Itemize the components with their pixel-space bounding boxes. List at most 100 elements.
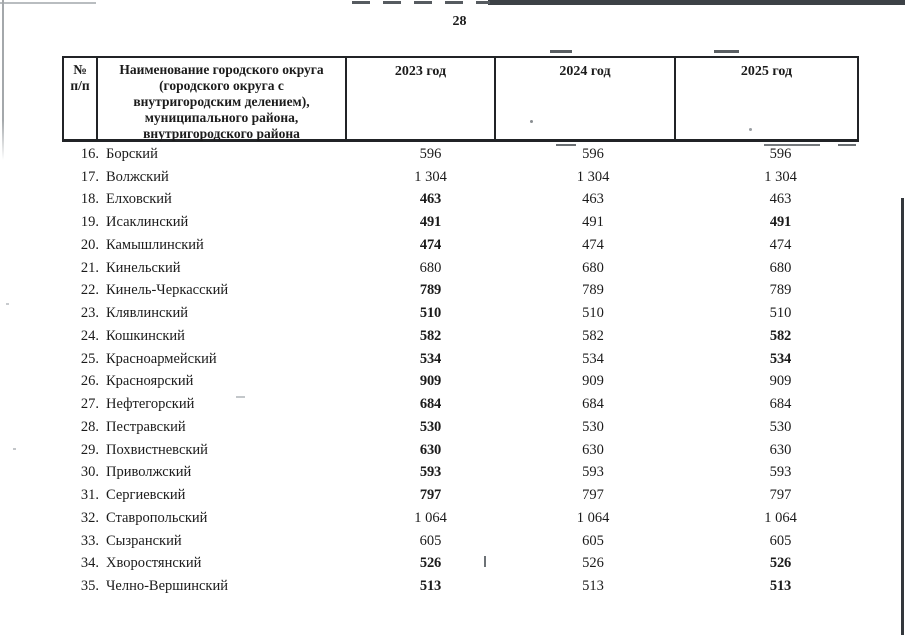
value-2024: 582	[582, 327, 604, 344]
table-row: 17. Волжский 1 304 1 304 1 304	[62, 166, 859, 189]
district-name: Нефтегорский	[106, 396, 195, 413]
district-name: Сызранский	[106, 532, 182, 549]
value-2023: 789	[419, 282, 442, 299]
value-2023: 1 064	[414, 509, 447, 526]
row-number: 25.	[80, 350, 99, 367]
value-2024: 530	[582, 418, 604, 435]
value-2024: 491	[582, 214, 604, 231]
table-header-row: № п/п Наименование городского округа (го…	[62, 56, 859, 142]
value-2024: 680	[582, 259, 604, 276]
row-number: 26.	[80, 373, 99, 390]
row-number: 20.	[80, 236, 99, 253]
district-name: Волжский	[106, 168, 169, 185]
value-2024: 596	[582, 145, 604, 162]
value-2024: 684	[582, 396, 604, 413]
page-number: 28	[452, 14, 467, 29]
value-2025: 513	[769, 578, 792, 595]
scan-edge-top-dashes	[352, 1, 490, 4]
row-number: 17.	[80, 168, 99, 185]
table-row: 31. Сергиевский 797 797 797	[62, 484, 859, 507]
value-2023: 684	[419, 396, 442, 413]
value-2023: 605	[419, 532, 442, 549]
value-2025: 630	[769, 441, 792, 458]
value-2025: 596	[769, 145, 792, 162]
value-2025: 680	[769, 259, 792, 276]
row-number: 35.	[80, 578, 99, 595]
value-2025: 909	[769, 373, 792, 390]
data-table: № п/п Наименование городского округа (го…	[62, 56, 859, 598]
value-2025: 789	[769, 282, 792, 299]
scan-edge-top-left	[0, 2, 96, 4]
value-2024: 526	[582, 555, 604, 572]
district-name: Исаклинский	[106, 214, 189, 231]
value-2023: 1 304	[414, 168, 447, 185]
value-2025: 510	[769, 305, 792, 322]
value-2025: 593	[769, 464, 792, 481]
table-row: 29. Похвистневский 630 630 630	[62, 439, 859, 462]
value-2025: 491	[769, 214, 792, 231]
value-2023: 797	[419, 487, 442, 504]
value-2023: 582	[419, 327, 442, 344]
column-header-2023: 2023 год	[347, 58, 496, 142]
table-row: 24. Кошкинский 582 582 582	[62, 325, 859, 348]
value-2024: 630	[582, 441, 604, 458]
value-2025: 1 064	[764, 509, 797, 526]
value-2024: 474	[582, 236, 604, 253]
value-2023: 593	[419, 464, 442, 481]
value-2024: 534	[582, 350, 604, 367]
value-2025: 526	[769, 555, 792, 572]
row-number: 34.	[80, 555, 99, 572]
district-name: Борский	[106, 145, 158, 162]
value-2023: 510	[419, 305, 442, 322]
value-2025: 1 304	[764, 168, 797, 185]
value-2024: 605	[582, 532, 604, 549]
table-row: 28. Пестравский 530 530 530	[62, 416, 859, 439]
value-2024: 593	[582, 464, 604, 481]
row-number: 28.	[80, 418, 99, 435]
scan-edge-right	[901, 198, 904, 635]
table-row: 19. Исаклинский 491 491 491	[62, 211, 859, 234]
district-name: Похвистневский	[106, 441, 208, 458]
table-row: 35. Челно-Вершинский 513 513 513	[62, 575, 859, 598]
row-number: 27.	[80, 396, 99, 413]
value-2025: 534	[769, 350, 792, 367]
row-number: 18.	[80, 191, 99, 208]
value-2023: 596	[419, 145, 442, 162]
table-row: 16. Борский 596 596 596	[62, 143, 859, 166]
value-2024: 1 304	[576, 168, 610, 185]
district-name: Приволжский	[106, 464, 192, 481]
value-2024: 1 064	[576, 509, 610, 526]
value-2025: 605	[769, 532, 792, 549]
value-2023: 491	[419, 214, 442, 231]
district-name: Камышлинский	[106, 236, 204, 253]
district-name: Ставропольский	[106, 509, 208, 526]
district-name: Красноярский	[106, 373, 194, 390]
scan-edge-top	[488, 0, 905, 5]
value-2024: 789	[582, 282, 604, 299]
value-2024: 510	[582, 305, 604, 322]
value-2023: 680	[419, 259, 442, 276]
table-row: 21. Кинельский 680 680 680	[62, 257, 859, 280]
table-row: 23. Клявлинский 510 510 510	[62, 302, 859, 325]
value-2024: 797	[582, 487, 604, 504]
table-row: 27. Нефтегорский 684 684 684	[62, 393, 859, 416]
district-name: Пестравский	[106, 418, 186, 435]
row-number: 31.	[80, 487, 99, 504]
value-2025: 684	[769, 396, 792, 413]
table-row: 18. Елховский 463 463 463	[62, 189, 859, 212]
value-2024: 513	[582, 578, 604, 595]
table-row: 32. Ставропольский 1 064 1 064 1 064	[62, 507, 859, 530]
value-2025: 474	[769, 236, 792, 253]
district-name: Елховский	[106, 191, 172, 208]
scan-speck	[6, 303, 9, 305]
value-2023: 474	[419, 236, 442, 253]
row-number: 21.	[80, 259, 99, 276]
row-number: 29.	[80, 441, 99, 458]
table-row: 30. Приволжский 593 593 593	[62, 462, 859, 485]
table-body: 16. Борский 596 596 596 17. Волжский 1 3…	[62, 143, 859, 598]
value-2023: 513	[419, 578, 442, 595]
table-row: 20. Камышлинский 474 474 474	[62, 234, 859, 257]
value-2025: 582	[769, 327, 792, 344]
district-name: Сергиевский	[106, 487, 186, 504]
row-number: 33.	[80, 532, 99, 549]
